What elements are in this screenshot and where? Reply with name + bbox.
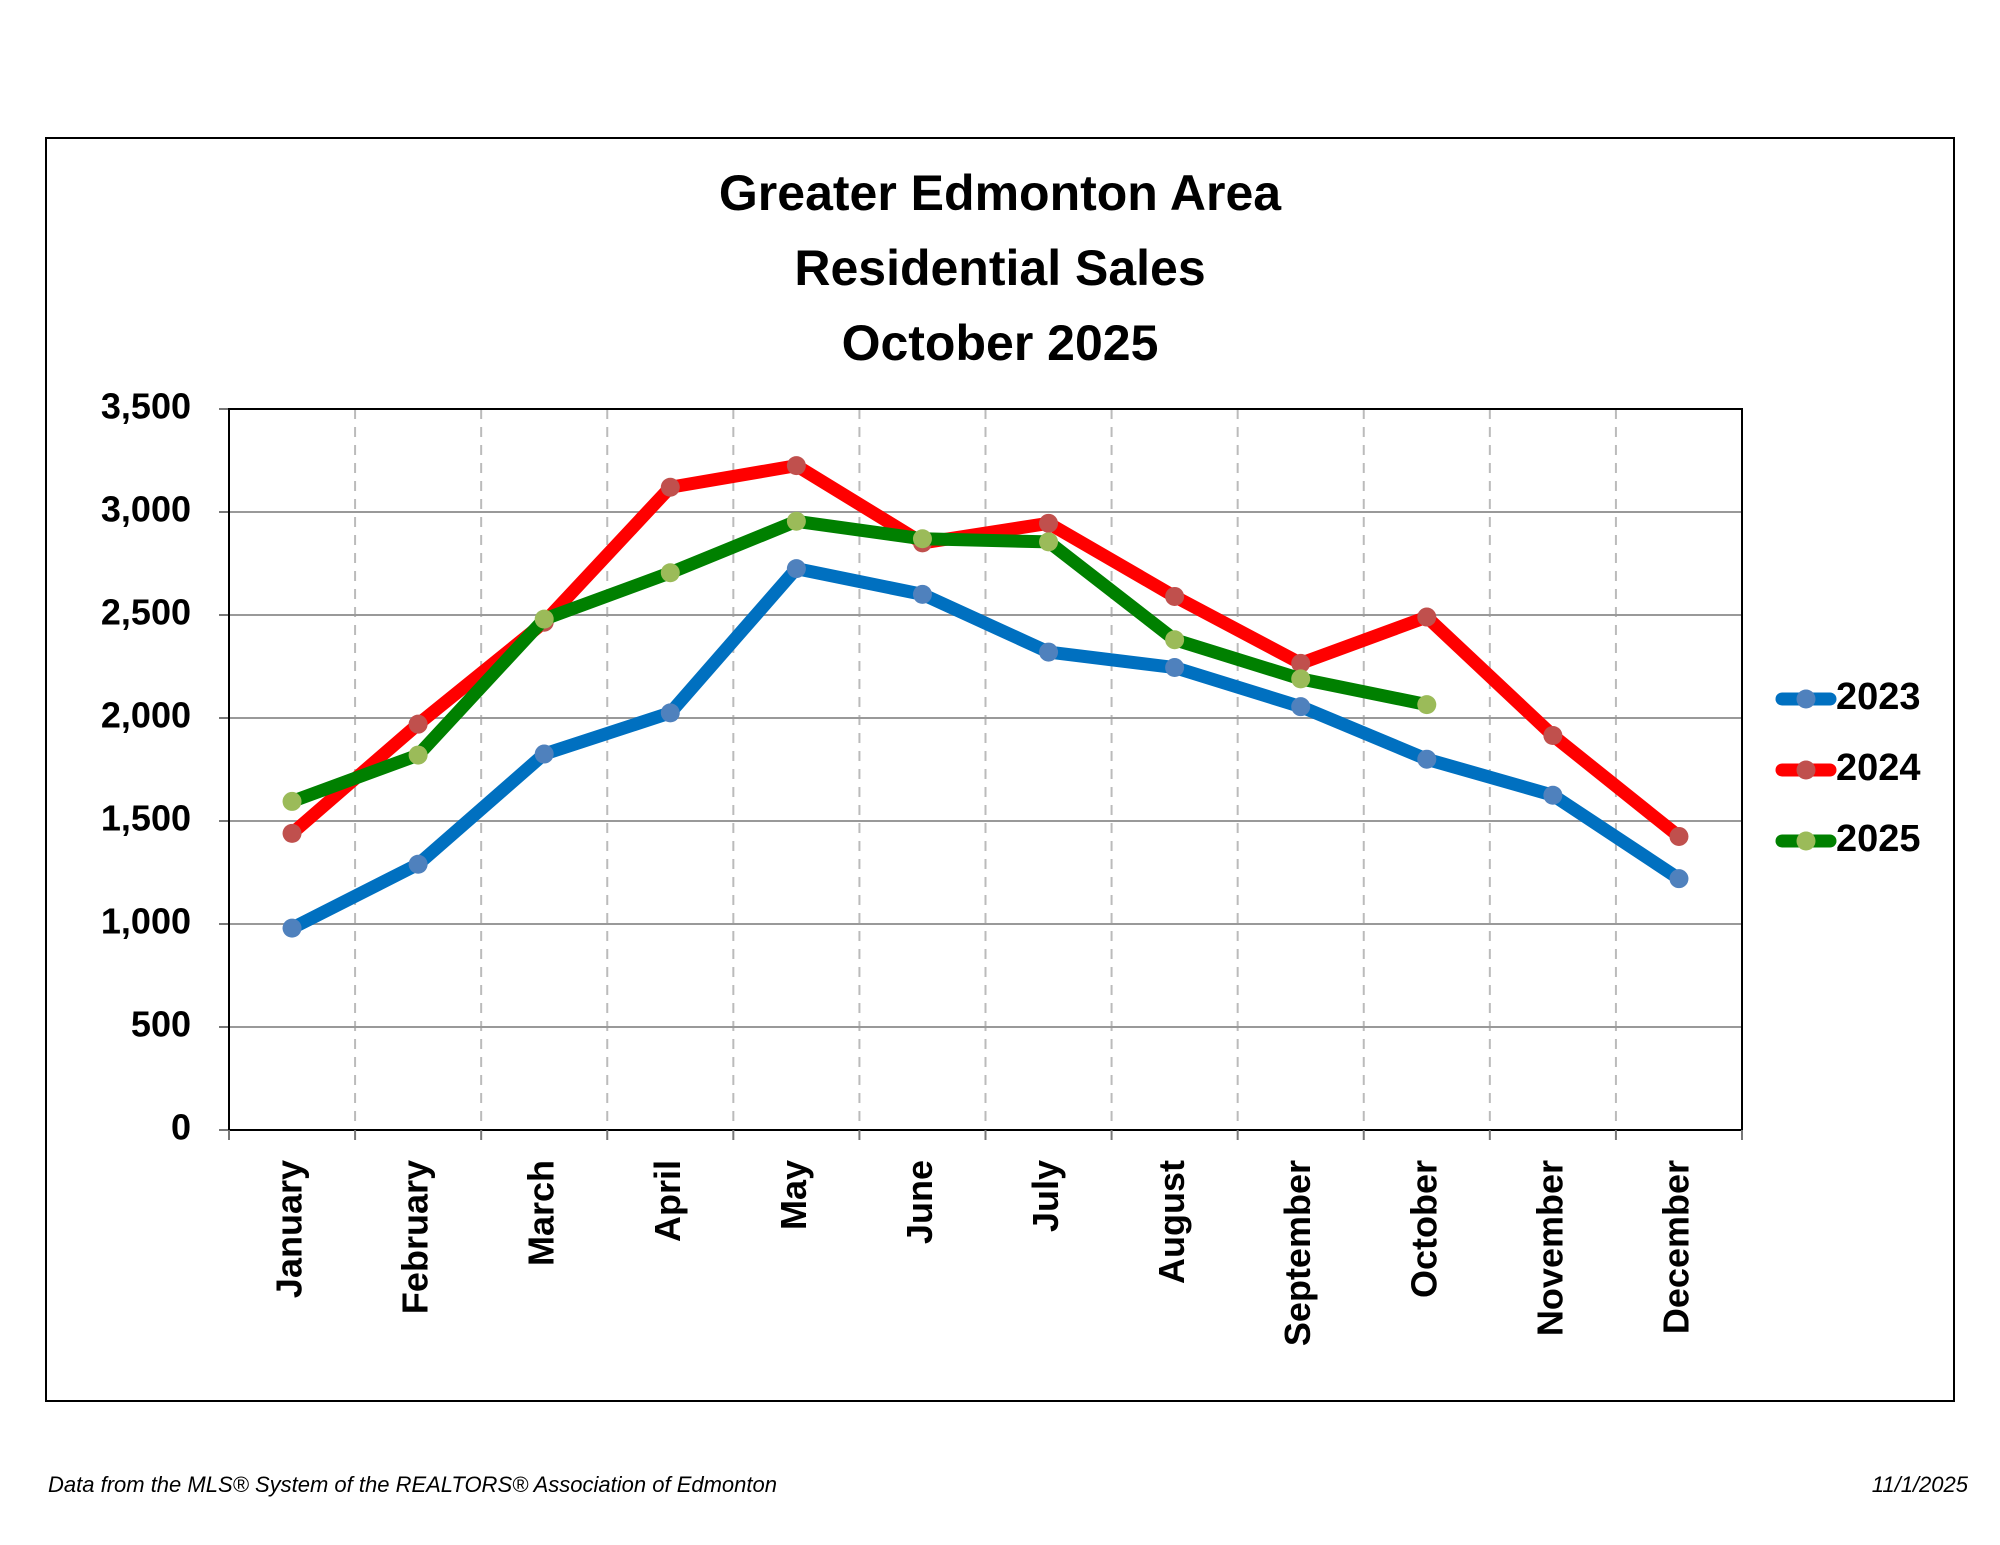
x-tick-label: September: [1277, 1160, 1318, 1346]
x-tick-label: April: [647, 1160, 688, 1242]
point: [1291, 669, 1311, 689]
y-tick-label: 2,500: [101, 592, 191, 633]
point: [408, 745, 428, 765]
point: [1417, 607, 1437, 627]
point: [1669, 826, 1689, 846]
y-tick-label: 500: [131, 1004, 191, 1045]
y-tick-label: 0: [171, 1107, 191, 1148]
x-tick-label: December: [1655, 1160, 1696, 1334]
chart-title: Residential Sales: [794, 240, 1205, 296]
point: [1165, 630, 1185, 650]
point: [1165, 658, 1185, 678]
point: [1543, 785, 1563, 805]
point: [912, 584, 932, 604]
footer-source: Data from the MLS® System of the REALTOR…: [48, 1472, 777, 1497]
point: [660, 703, 680, 723]
series-line: [285, 514, 1434, 808]
point: [786, 559, 806, 579]
point: [786, 511, 806, 531]
legend-marker: [1796, 689, 1816, 709]
point: [1291, 697, 1311, 717]
point: [282, 918, 302, 938]
point: [1543, 726, 1563, 746]
point: [786, 456, 806, 476]
x-tick-label: November: [1529, 1160, 1570, 1336]
y-tick-label: 1,000: [101, 901, 191, 942]
point: [408, 714, 428, 734]
point: [1291, 653, 1311, 673]
point: [1165, 586, 1185, 606]
x-tick-label: August: [1151, 1160, 1192, 1284]
y-tick-label: 1,500: [101, 798, 191, 839]
series-line: [285, 562, 1686, 935]
point: [1669, 869, 1689, 889]
point: [1039, 642, 1059, 662]
point: [912, 529, 932, 549]
point: [534, 744, 554, 764]
footer-date: 11/1/2025: [1872, 1472, 1969, 1497]
x-tick-label: June: [899, 1160, 940, 1244]
point: [282, 791, 302, 811]
legend-label: 2025: [1836, 818, 1921, 860]
legend-marker: [1796, 831, 1816, 851]
point: [534, 609, 554, 629]
point: [1417, 695, 1437, 715]
x-tick-label: February: [395, 1160, 436, 1314]
x-tick-label: March: [521, 1160, 562, 1266]
y-tick-label: 2,000: [101, 695, 191, 736]
legend-marker: [1796, 760, 1816, 780]
chart-title: October 2025: [842, 315, 1159, 371]
point: [282, 823, 302, 843]
point: [1039, 532, 1059, 552]
point: [660, 477, 680, 497]
point: [1417, 749, 1437, 769]
point: [660, 563, 680, 583]
y-tick-label: 3,000: [101, 489, 191, 530]
chart-title: Greater Edmonton Area: [719, 165, 1282, 221]
x-tick-label: October: [1403, 1160, 1444, 1298]
x-tick-label: January: [269, 1160, 310, 1298]
x-tick-label: May: [773, 1160, 814, 1230]
legend-label: 2024: [1836, 747, 1921, 789]
x-tick-label: July: [1025, 1160, 1066, 1232]
point: [1039, 513, 1059, 533]
y-tick-label: 3,500: [101, 386, 191, 427]
legend-label: 2023: [1836, 676, 1921, 718]
point: [408, 854, 428, 874]
